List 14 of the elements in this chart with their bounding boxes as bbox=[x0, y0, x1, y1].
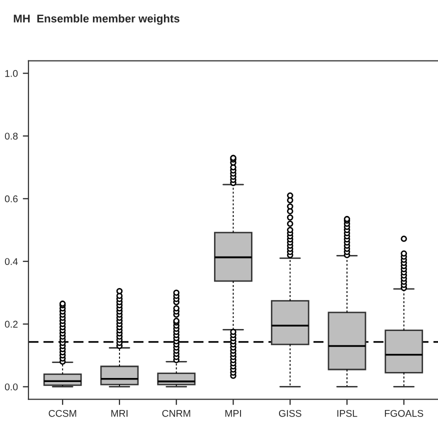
y-tick-label: 0.0 bbox=[4, 383, 18, 390]
x-tick-label: MRI bbox=[111, 410, 128, 417]
y-tick-label: 0.2 bbox=[4, 320, 18, 328]
y-tick-label: 0.4 bbox=[4, 258, 18, 265]
x-tick-label: IPSL bbox=[337, 410, 358, 417]
y-tick-label: 1.0 bbox=[5, 70, 18, 77]
y-tick-label: 0.8 bbox=[4, 132, 18, 140]
x-tick-label: GISS bbox=[278, 410, 302, 417]
x-tick-label: CCSM bbox=[48, 410, 76, 417]
y-tick-label: 0.6 bbox=[4, 195, 18, 202]
x-tick-label: CNRM bbox=[162, 410, 190, 417]
x-tick-label: MPI bbox=[225, 410, 241, 417]
chart-title: MH Ensemble member weights bbox=[14, 14, 180, 25]
x-tick-label: FGOALS bbox=[384, 410, 424, 417]
